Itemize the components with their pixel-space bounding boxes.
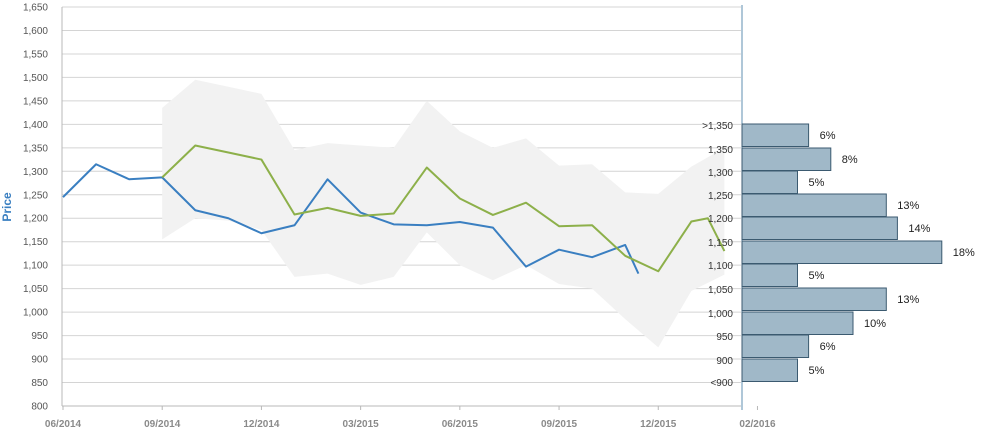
- distribution-bar: [741, 311, 854, 335]
- y-tick-label: 1,550: [23, 49, 48, 60]
- distribution-bin-label: 1,200: [708, 214, 733, 225]
- y-tick-label: 1,250: [23, 190, 48, 201]
- price-range-band: [162, 79, 725, 348]
- distribution-bar: [741, 334, 810, 358]
- distribution-bar: [741, 263, 798, 287]
- x-tick-label: 09/2014: [144, 419, 181, 430]
- distribution-bar: [741, 240, 943, 264]
- x-tick-label: 09/2015: [541, 419, 578, 430]
- y-tick-label: 950: [31, 331, 48, 342]
- y-tick-label: 1,200: [23, 214, 48, 225]
- x-tick-label: 03/2015: [343, 419, 380, 430]
- distribution-percent-label: 6%: [820, 341, 836, 353]
- price-line-green: [161, 144, 726, 273]
- y-tick-label: 800: [31, 402, 48, 413]
- distribution-bin-label: 1,100: [708, 261, 733, 272]
- distribution-bin-label: 1,250: [708, 191, 733, 202]
- distribution-bar: [741, 147, 832, 171]
- x-tick-label: 06/2014: [45, 419, 82, 430]
- range-band-area: [162, 79, 725, 348]
- distribution-percent-label: 8%: [842, 154, 858, 166]
- series-lines: [62, 144, 726, 275]
- y-tick-label: 1,050: [23, 284, 48, 295]
- distribution-percent-label: 13%: [897, 294, 919, 306]
- distribution-bin-label: 1,000: [708, 309, 733, 320]
- y-tick-label: 1,400: [23, 120, 48, 131]
- y-tick-label: 850: [31, 378, 48, 389]
- distribution-percent-label: 10%: [864, 318, 886, 330]
- distribution-bin-label: 950: [716, 332, 733, 343]
- y-tick-label: 1,300: [23, 167, 48, 178]
- y-tick-label: 1,150: [23, 237, 48, 248]
- x-tick-label: 12/2014: [243, 419, 280, 430]
- distribution-percent-label: 18%: [953, 247, 975, 259]
- distribution-bin-label: 1,150: [708, 238, 733, 249]
- x-tick-label: 06/2015: [442, 419, 479, 430]
- y-tick-label: 1,650: [23, 3, 48, 14]
- distribution-percent-label: 5%: [809, 365, 825, 377]
- distribution-bar: [741, 170, 798, 194]
- distribution-bar: [741, 287, 887, 311]
- x-tick-label: 12/2015: [640, 419, 677, 430]
- distribution-bin-label: <900: [710, 378, 733, 389]
- price-distribution: >1,350 6% 1,350 8% 1,300 5% 1,250 13% 1,200 14% 1,…: [702, 121, 975, 389]
- y-tick-label: 1,450: [23, 96, 48, 107]
- distribution-bin-label: 900: [716, 356, 733, 367]
- distribution-bar: [741, 216, 898, 240]
- distribution-percent-label: 14%: [908, 223, 930, 235]
- y-tick-label: 900: [31, 355, 48, 366]
- y-tick-label: 1,500: [23, 73, 48, 84]
- distribution-percent-label: 13%: [897, 200, 919, 212]
- y-tick-label: 1,100: [23, 261, 48, 272]
- y-tick-label: 1,350: [23, 143, 48, 154]
- distribution-bin-label: >1,350: [702, 121, 733, 132]
- distribution-bar: [741, 358, 798, 382]
- distribution-bin-label: 1,300: [708, 168, 733, 179]
- y-tick-label: 1,600: [23, 26, 48, 37]
- distribution-bar: [741, 193, 887, 217]
- distribution-bin-label: 1,350: [708, 145, 733, 156]
- distribution-percent-label: 6%: [820, 130, 836, 142]
- distribution-percent-label: 5%: [809, 177, 825, 189]
- x-tick-label: 02/2016: [739, 419, 776, 430]
- y-axis-label: Price: [0, 192, 14, 222]
- distribution-percent-label: 5%: [809, 270, 825, 282]
- y-tick-label: 1,000: [23, 308, 48, 319]
- distribution-bin-label: 1,050: [708, 285, 733, 296]
- distribution-bar: [741, 123, 810, 147]
